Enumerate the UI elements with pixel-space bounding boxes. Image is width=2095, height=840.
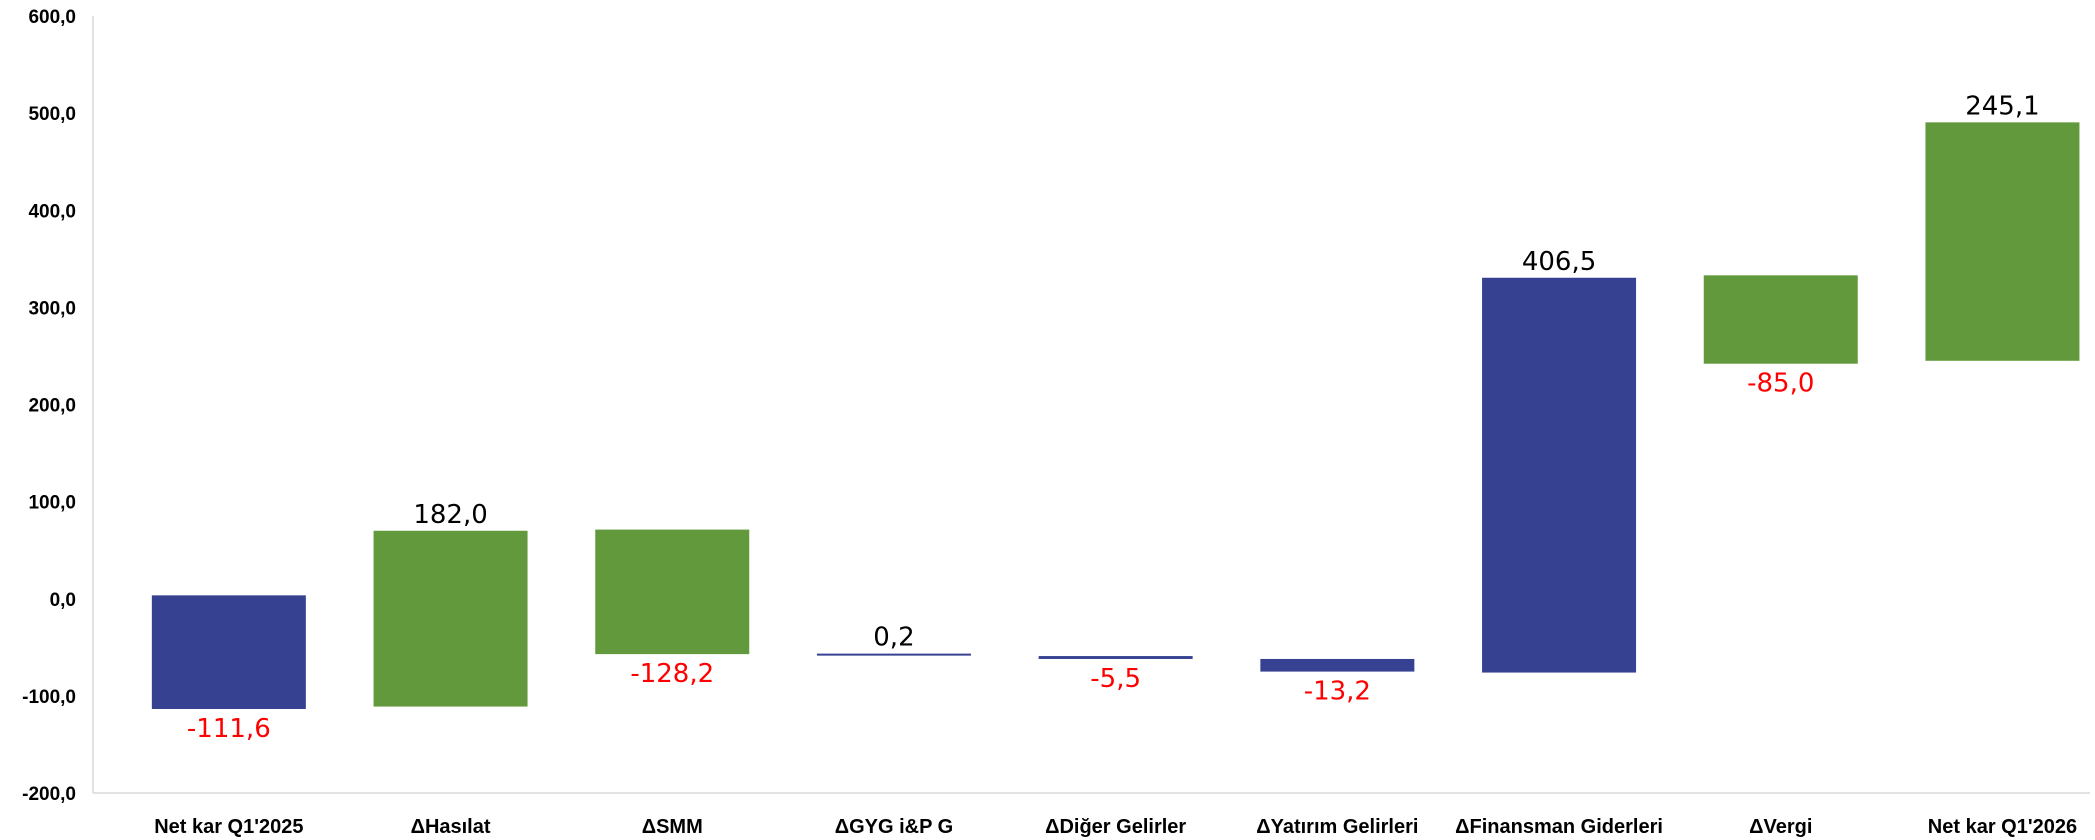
waterfall-bar <box>151 595 306 709</box>
x-tick-label: Net kar Q1'2025 <box>154 816 303 838</box>
data-label: 406,5 <box>1522 247 1596 277</box>
waterfall-bar <box>1260 658 1415 672</box>
waterfall-bar <box>1703 275 1858 364</box>
data-label: 182,0 <box>413 500 487 530</box>
x-tick-label: ΔGYG i&P G <box>835 816 953 838</box>
data-label: -128,2 <box>630 659 714 689</box>
data-label: -85,0 <box>1747 369 1814 399</box>
data-label: -5,5 <box>1090 664 1141 694</box>
y-tick-label: 200,0 <box>28 396 76 417</box>
x-tick-label: ΔSMM <box>642 816 703 838</box>
waterfall-bar <box>1038 656 1193 659</box>
waterfall-bar <box>373 530 528 707</box>
x-tick-label: Net kar Q1'2026 <box>1928 816 2077 838</box>
y-tick-label: -100,0 <box>22 687 76 708</box>
x-tick-label: ΔVergi <box>1749 816 1812 838</box>
x-tick-label: ΔDiğer Gelirler <box>1045 816 1186 838</box>
data-label: -111,6 <box>187 714 271 744</box>
y-tick-label: 400,0 <box>28 201 76 222</box>
waterfall-bar <box>595 529 750 655</box>
labels: -111,6 182,0 -128,2 0,2 -5,5 -13,2 406,5 -85,0 2… <box>187 91 2040 744</box>
y-tick-label: 0,0 <box>50 590 76 611</box>
bars <box>151 122 2080 709</box>
waterfall-bar <box>1925 122 2080 361</box>
y-tick-label: 600,0 <box>28 7 76 28</box>
y-tick-label: 500,0 <box>28 104 76 125</box>
x-tick-label: ΔFinansman Giderleri <box>1455 816 1663 838</box>
y-tick-label: 100,0 <box>28 493 76 514</box>
waterfall-bar <box>1482 277 1637 673</box>
y-tick-label: 300,0 <box>28 298 76 319</box>
x-tick-label: ΔYatırım Gelirleri <box>1256 816 1418 838</box>
x-tick-label: ΔHasılat <box>411 816 491 838</box>
y-tick-label: -200,0 <box>22 784 76 805</box>
axes: -200,0 -100,0 0,0 100,0 200,0 300,0 400,0 500,0… <box>22 7 2090 838</box>
waterfall-bar <box>816 653 971 656</box>
data-label: 245,1 <box>1965 91 2039 121</box>
data-label: 0,2 <box>873 623 914 653</box>
data-label: -13,2 <box>1304 677 1371 707</box>
